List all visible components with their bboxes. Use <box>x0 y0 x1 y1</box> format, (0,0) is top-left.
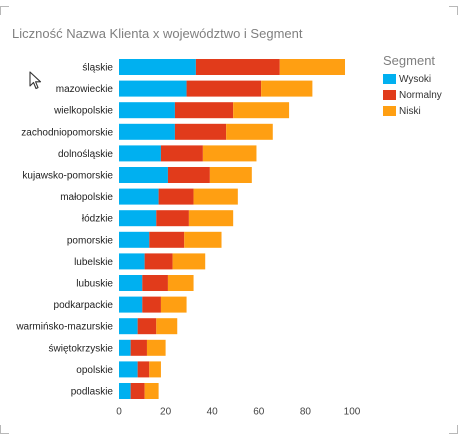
category-label-mazowieckie: mazowieckie <box>56 84 114 95</box>
category-label-opolskie: opolskie <box>76 365 113 376</box>
bar-normalny-warminsko-mazurskie[interactable] <box>137 318 157 335</box>
category-label-lubuskie: lubuskie <box>76 279 113 290</box>
legend-swatch-normalny <box>383 90 396 100</box>
bar-normalny-lubuskie[interactable] <box>142 275 168 291</box>
bar-normalny-opolskie[interactable] <box>137 361 150 378</box>
chart-title: Liczność Nazwa Klienta x województwo i S… <box>12 26 303 41</box>
bar-normalny-mazowieckie[interactable] <box>186 80 262 97</box>
bar-niski-podlaskie[interactable] <box>144 383 159 399</box>
bar-wysoki-warminsko-mazurskie[interactable] <box>119 318 138 335</box>
bar-niski-zachodniopomorskie[interactable] <box>226 123 273 140</box>
x-tick-label-60: 60 <box>253 407 265 418</box>
legend-title: Segment <box>383 53 436 68</box>
category-label-wielkopolskie: wielkopolskie <box>53 106 113 117</box>
legend-item-niski[interactable]: Niski <box>383 103 458 119</box>
bar-niski-kujawsko-pomorskie[interactable] <box>209 167 252 183</box>
bar-normalny-podlaskie[interactable] <box>130 383 145 399</box>
frame-corner-top-right <box>449 6 458 15</box>
category-label-dolnoslaskie: dolnośląskie <box>58 149 113 160</box>
bar-wysoki-slaskie[interactable] <box>119 59 196 75</box>
bar-wysoki-malopolskie[interactable] <box>119 188 159 205</box>
x-tick-label-0: 0 <box>116 407 122 418</box>
bar-wysoki-kujawsko-pomorskie[interactable] <box>119 167 168 183</box>
category-label-slaskie: śląskie <box>82 63 113 74</box>
legend: Segment Wysoki Normalny Niski <box>383 53 458 119</box>
bar-wysoki-zachodniopomorskie[interactable] <box>119 123 175 140</box>
bar-normalny-podkarpackie[interactable] <box>142 296 161 313</box>
bar-normalny-zachodniopomorskie[interactable] <box>174 123 227 140</box>
category-label-lodzkie: łódzkie <box>82 214 114 225</box>
bar-niski-lodzkie[interactable] <box>188 210 234 227</box>
bar-normalny-wielkopolskie[interactable] <box>174 102 234 119</box>
frame-corner-bottom-left <box>0 425 9 434</box>
legend-swatch-niski <box>383 106 396 116</box>
legend-item-normalny[interactable]: Normalny <box>383 87 458 103</box>
category-label-pomorskie: pomorskie <box>67 235 114 246</box>
bar-niski-lubelskie[interactable] <box>172 253 206 270</box>
bar-normalny-slaskie[interactable] <box>195 59 280 75</box>
bar-wysoki-lubelskie[interactable] <box>119 253 145 270</box>
category-label-warminsko-mazurskie: warmińsko-mazurskie <box>15 322 113 333</box>
bar-niski-swietokrzyskie[interactable] <box>146 339 166 356</box>
bar-niski-mazowieckie[interactable] <box>261 80 313 97</box>
bar-niski-warminsko-mazurskie[interactable] <box>156 318 178 335</box>
bar-wysoki-lubuskie[interactable] <box>119 275 143 291</box>
category-label-swietokrzyskie: świętokrzyskie <box>49 343 114 354</box>
bar-wysoki-podlaskie[interactable] <box>119 383 131 399</box>
x-tick-label-80: 80 <box>300 407 312 418</box>
bar-wysoki-podkarpackie[interactable] <box>119 296 143 313</box>
category-label-zachodniopomorskie: zachodniopomorskie <box>21 127 113 138</box>
bar-normalny-kujawsko-pomorskie[interactable] <box>167 167 210 183</box>
bar-normalny-pomorskie[interactable] <box>149 231 185 248</box>
legend-swatch-wysoki <box>383 74 396 84</box>
bar-niski-pomorskie[interactable] <box>184 231 222 248</box>
bar-normalny-dolnoslaskie[interactable] <box>160 145 203 162</box>
bar-niski-dolnoslaskie[interactable] <box>202 145 257 162</box>
x-tick-label-100: 100 <box>344 407 361 418</box>
category-label-lubelskie: lubelskie <box>74 257 113 268</box>
legend-item-wysoki[interactable]: Wysoki <box>383 71 458 87</box>
bar-niski-podkarpackie[interactable] <box>160 296 187 313</box>
x-tick-label-20: 20 <box>160 407 172 418</box>
bar-normalny-lodzkie[interactable] <box>156 210 189 227</box>
legend-label-niski: Niski <box>399 105 421 117</box>
bar-niski-wielkopolskie[interactable] <box>233 102 290 119</box>
x-tick-label-40: 40 <box>207 407 219 418</box>
bar-niski-slaskie[interactable] <box>279 59 346 75</box>
frame-corner-top-left <box>0 6 9 15</box>
mouse-pointer-icon <box>29 71 42 90</box>
bar-wysoki-lodzkie[interactable] <box>119 210 157 227</box>
bar-wysoki-pomorskie[interactable] <box>119 231 150 248</box>
frame-corner-bottom-right <box>449 425 458 434</box>
bar-wysoki-dolnoslaskie[interactable] <box>119 145 161 162</box>
bar-niski-lubuskie[interactable] <box>167 275 194 291</box>
bar-wysoki-opolskie[interactable] <box>119 361 138 378</box>
category-label-kujawsko-pomorskie: kujawsko-pomorskie <box>22 171 113 182</box>
bar-wysoki-wielkopolskie[interactable] <box>119 102 175 119</box>
bar-normalny-malopolskie[interactable] <box>158 188 194 205</box>
bar-wysoki-swietokrzyskie[interactable] <box>119 339 131 356</box>
bar-niski-malopolskie[interactable] <box>193 188 238 205</box>
legend-label-wysoki: Wysoki <box>399 73 432 85</box>
category-label-podlaskie: podlaskie <box>71 387 114 398</box>
bar-wysoki-mazowieckie[interactable] <box>119 80 187 97</box>
category-label-podkarpackie: podkarpackie <box>54 300 114 311</box>
bar-normalny-swietokrzyskie[interactable] <box>130 339 147 356</box>
category-label-malopolskie: małopolskie <box>60 192 113 203</box>
legend-label-normalny: Normalny <box>399 89 442 101</box>
bar-niski-opolskie[interactable] <box>149 361 161 378</box>
bar-normalny-lubelskie[interactable] <box>144 253 173 270</box>
